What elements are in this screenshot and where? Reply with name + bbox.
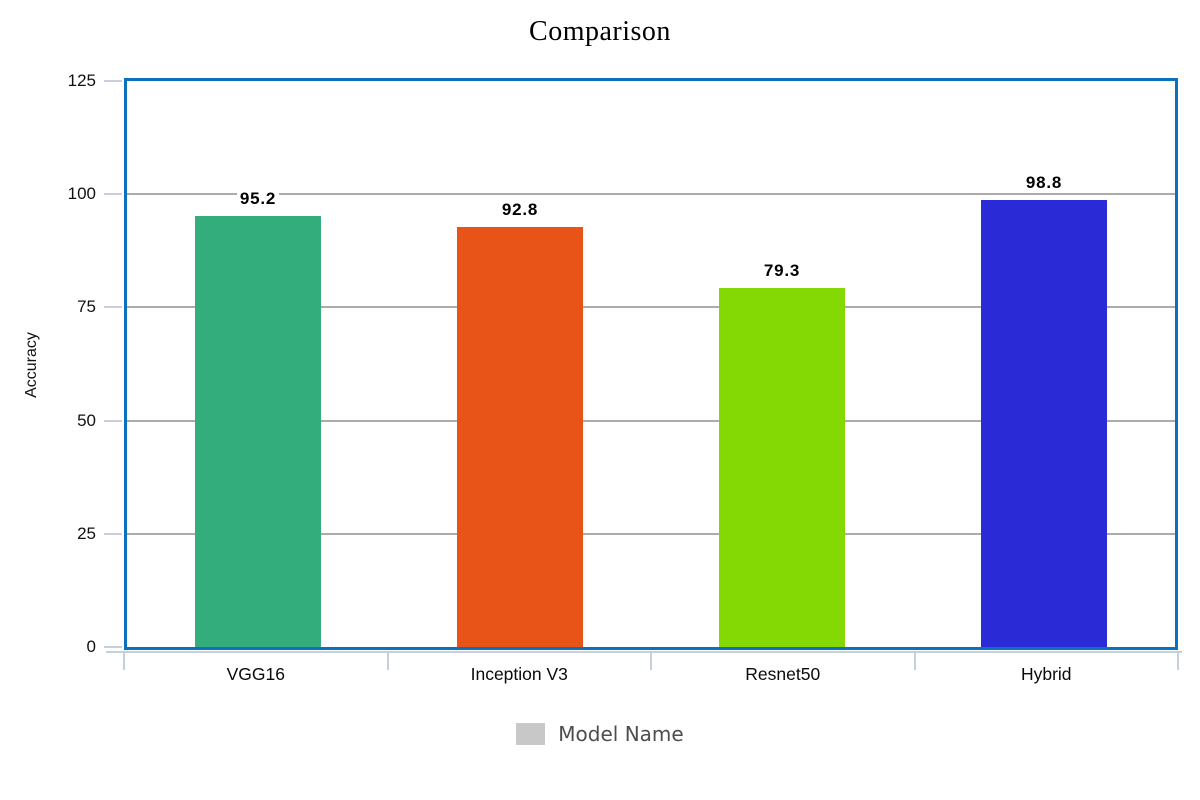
y-tick-mark (104, 80, 122, 82)
bar-inception-v3 (457, 226, 583, 647)
y-tick-label-75: 75 (77, 297, 96, 317)
chart-title: Comparison (529, 16, 671, 47)
legend-label: Model Name (558, 722, 684, 746)
y-tick-mark (104, 193, 122, 196)
bar-group-vgg16: 95.2 (127, 81, 389, 647)
y-tick-label-100: 100 (67, 184, 96, 204)
y-axis-tick-labels: 125 100 75 50 25 0 (0, 71, 96, 656)
y-tick-mark (104, 532, 122, 535)
x-category-label-resnet50: Resnet50 (745, 664, 821, 684)
bar-value-label: 79.3 (760, 260, 804, 281)
plot-area: 95.2 92.8 79.3 98.8 (124, 78, 1178, 650)
gridline-75 (127, 306, 1175, 309)
x-category-label-vgg16: VGG16 (226, 664, 285, 684)
bar-resnet50 (719, 287, 845, 647)
x-axis-category-labels: VGG16 Inception V3 Resnet50 Hybrid (124, 664, 1178, 685)
x-tick-mark (650, 651, 652, 670)
bar-group-inception-v3: 92.8 (389, 81, 651, 647)
x-tick-mark (913, 651, 916, 670)
gridline-100 (127, 193, 1175, 196)
bar-value-label: 98.8 (1022, 172, 1066, 193)
x-axis-tick-marks (123, 651, 1179, 670)
bar-value-label: 92.8 (498, 199, 542, 220)
bar-group-hybrid: 98.8 (913, 81, 1175, 647)
y-tick-mark (104, 306, 122, 309)
bar-hybrid (981, 199, 1107, 647)
y-tick-mark (104, 646, 122, 648)
x-axis-line (106, 651, 1182, 653)
y-tick-mark (104, 419, 122, 422)
x-category-label-hybrid: Hybrid (1020, 664, 1072, 684)
bars-container: 95.2 92.8 79.3 98.8 (127, 81, 1175, 647)
y-tick-label-25: 25 (77, 523, 96, 543)
gridline-25 (127, 532, 1175, 535)
legend: Model Name (0, 722, 1200, 746)
bar-vgg16 (195, 215, 321, 647)
bar-value-label: 95.2 (236, 188, 280, 209)
y-tick-label-50: 50 (77, 410, 96, 430)
x-category-label-inception-v3: Inception V3 (470, 664, 568, 684)
x-tick-mark (1177, 651, 1179, 670)
y-tick-label-0: 0 (86, 637, 96, 656)
legend-swatch (516, 723, 546, 745)
bar-group-resnet50: 79.3 (651, 81, 913, 647)
y-tick-label-125: 125 (67, 71, 96, 90)
gridline-50 (127, 419, 1175, 422)
x-tick-mark (386, 651, 389, 670)
y-axis-tick-marks (104, 80, 122, 648)
x-tick-mark (123, 651, 125, 670)
